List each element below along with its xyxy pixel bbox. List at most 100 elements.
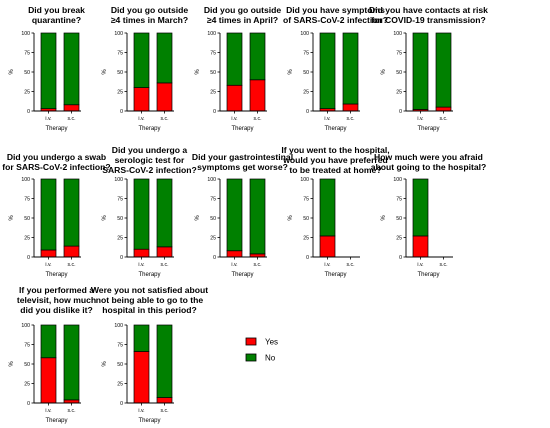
chart-title-line: of SARS-CoV-2 infection?	[283, 15, 388, 25]
y-tick-label: 100	[300, 177, 309, 183]
bar-yes-sc	[156, 397, 173, 404]
bar-yes-sc	[63, 245, 80, 258]
chart-title-line: If you went to the hospital,	[281, 145, 389, 155]
x-tick-label: i.v.	[45, 116, 51, 122]
y-tick-label: 0	[120, 401, 123, 407]
y-axis-label: %	[102, 361, 108, 367]
y-tick-label: 100	[114, 323, 123, 329]
bar-yes-iv	[226, 250, 243, 258]
y-tick-label: 50	[396, 216, 402, 222]
y-tick-label: 75	[396, 196, 402, 202]
bar-yes-iv	[133, 248, 150, 258]
chart-title-line: Were you not satisfied about	[91, 285, 208, 295]
bar-no-sc	[63, 178, 80, 247]
x-tick-label: i.v.	[417, 116, 423, 122]
chart-title-line: Did you break	[28, 5, 85, 15]
y-tick-label: 50	[117, 362, 123, 368]
y-tick-label: 25	[117, 89, 123, 95]
bar-yes-sc	[63, 399, 80, 404]
bar-yes-iv	[133, 87, 150, 112]
x-axis-label: Therapy	[45, 126, 67, 132]
x-tick-label: i.v.	[417, 262, 423, 268]
bar-no-iv	[319, 32, 336, 110]
bar-no-sc	[63, 324, 80, 401]
y-tick-label: 100	[21, 31, 30, 37]
y-tick-label: 75	[117, 196, 123, 202]
x-tick-label: i.v.	[324, 116, 330, 122]
bar-no-sc	[156, 32, 173, 84]
y-tick-label: 50	[210, 70, 216, 76]
y-tick-label: 25	[303, 89, 309, 95]
x-tick-label: s.c.	[253, 116, 261, 122]
y-tick-label: 50	[303, 216, 309, 222]
chart-title-line: If you performed a	[19, 285, 94, 295]
y-axis-label: %	[381, 69, 387, 75]
x-axis-label: Therapy	[231, 272, 253, 278]
y-tick-label: 25	[210, 235, 216, 241]
chart-title-line: about going to the hospital?	[371, 162, 487, 172]
y-tick-label: 25	[24, 89, 30, 95]
x-tick-label: i.v.	[45, 408, 51, 414]
chart-title-line: SARS-CoV-2 infection?	[102, 165, 197, 175]
y-tick-label: 100	[114, 177, 123, 183]
chart-title-line: Did your gastrointestinal	[192, 152, 293, 162]
bar-yes-iv	[319, 235, 336, 258]
y-tick-label: 75	[303, 50, 309, 56]
bar-no-iv	[133, 178, 150, 250]
y-tick-label: 25	[24, 235, 30, 241]
y-tick-label: 25	[303, 235, 309, 241]
bar-no-sc	[249, 178, 266, 255]
x-axis-label: Therapy	[324, 272, 346, 278]
x-axis-label: Therapy	[324, 126, 346, 132]
bar-no-iv	[226, 32, 243, 86]
x-tick-label: i.v.	[231, 116, 237, 122]
y-tick-label: 0	[306, 109, 309, 115]
bar-no-sc	[156, 178, 173, 248]
bar-no-sc	[249, 32, 266, 81]
bar-no-sc	[435, 32, 452, 108]
y-axis-label: %	[288, 215, 294, 221]
y-tick-label: 100	[207, 31, 216, 37]
y-tick-label: 0	[306, 255, 309, 261]
x-tick-label: i.v.	[324, 262, 330, 268]
y-tick-label: 50	[24, 216, 30, 222]
chart-title-line: televisit, how much	[17, 295, 96, 305]
bar-yes-sc	[63, 104, 80, 112]
y-axis-label: %	[195, 69, 201, 75]
y-tick-label: 50	[396, 70, 402, 76]
x-axis-label: Therapy	[45, 418, 67, 424]
bar-yes-sc	[156, 82, 173, 112]
y-tick-label: 25	[117, 235, 123, 241]
y-axis-label: %	[102, 215, 108, 221]
y-tick-label: 75	[396, 50, 402, 56]
y-tick-label: 0	[213, 255, 216, 261]
bar-yes-iv	[226, 84, 243, 112]
y-tick-label: 25	[396, 89, 402, 95]
x-tick-label: s.c.	[160, 116, 168, 122]
y-tick-label: 75	[210, 196, 216, 202]
chart-title-line: ≥4 times in March?	[111, 15, 188, 25]
y-tick-label: 50	[117, 216, 123, 222]
x-axis-label: Therapy	[138, 418, 160, 424]
y-tick-label: 75	[117, 342, 123, 348]
y-tick-label: 0	[399, 109, 402, 115]
legend-label-no: No	[265, 354, 276, 363]
bar-yes-sc	[249, 253, 266, 258]
chart-panel-9: If you went to the hospital,would you ha…	[281, 145, 389, 278]
bar-no-iv	[412, 32, 429, 110]
chart-title-line: ≥4 times in April?	[207, 15, 278, 25]
chart-title-line: Did you have contacts at risk	[369, 5, 488, 15]
x-tick-label: s.c.	[67, 408, 75, 414]
x-axis-label: Therapy	[231, 126, 253, 132]
y-axis-label: %	[9, 215, 15, 221]
chart-title-line: for COVID-19 transmission?	[371, 15, 486, 25]
y-tick-label: 0	[399, 255, 402, 261]
bar-no-iv	[133, 324, 150, 352]
x-axis-label: Therapy	[45, 272, 67, 278]
bar-yes-iv	[40, 357, 57, 404]
